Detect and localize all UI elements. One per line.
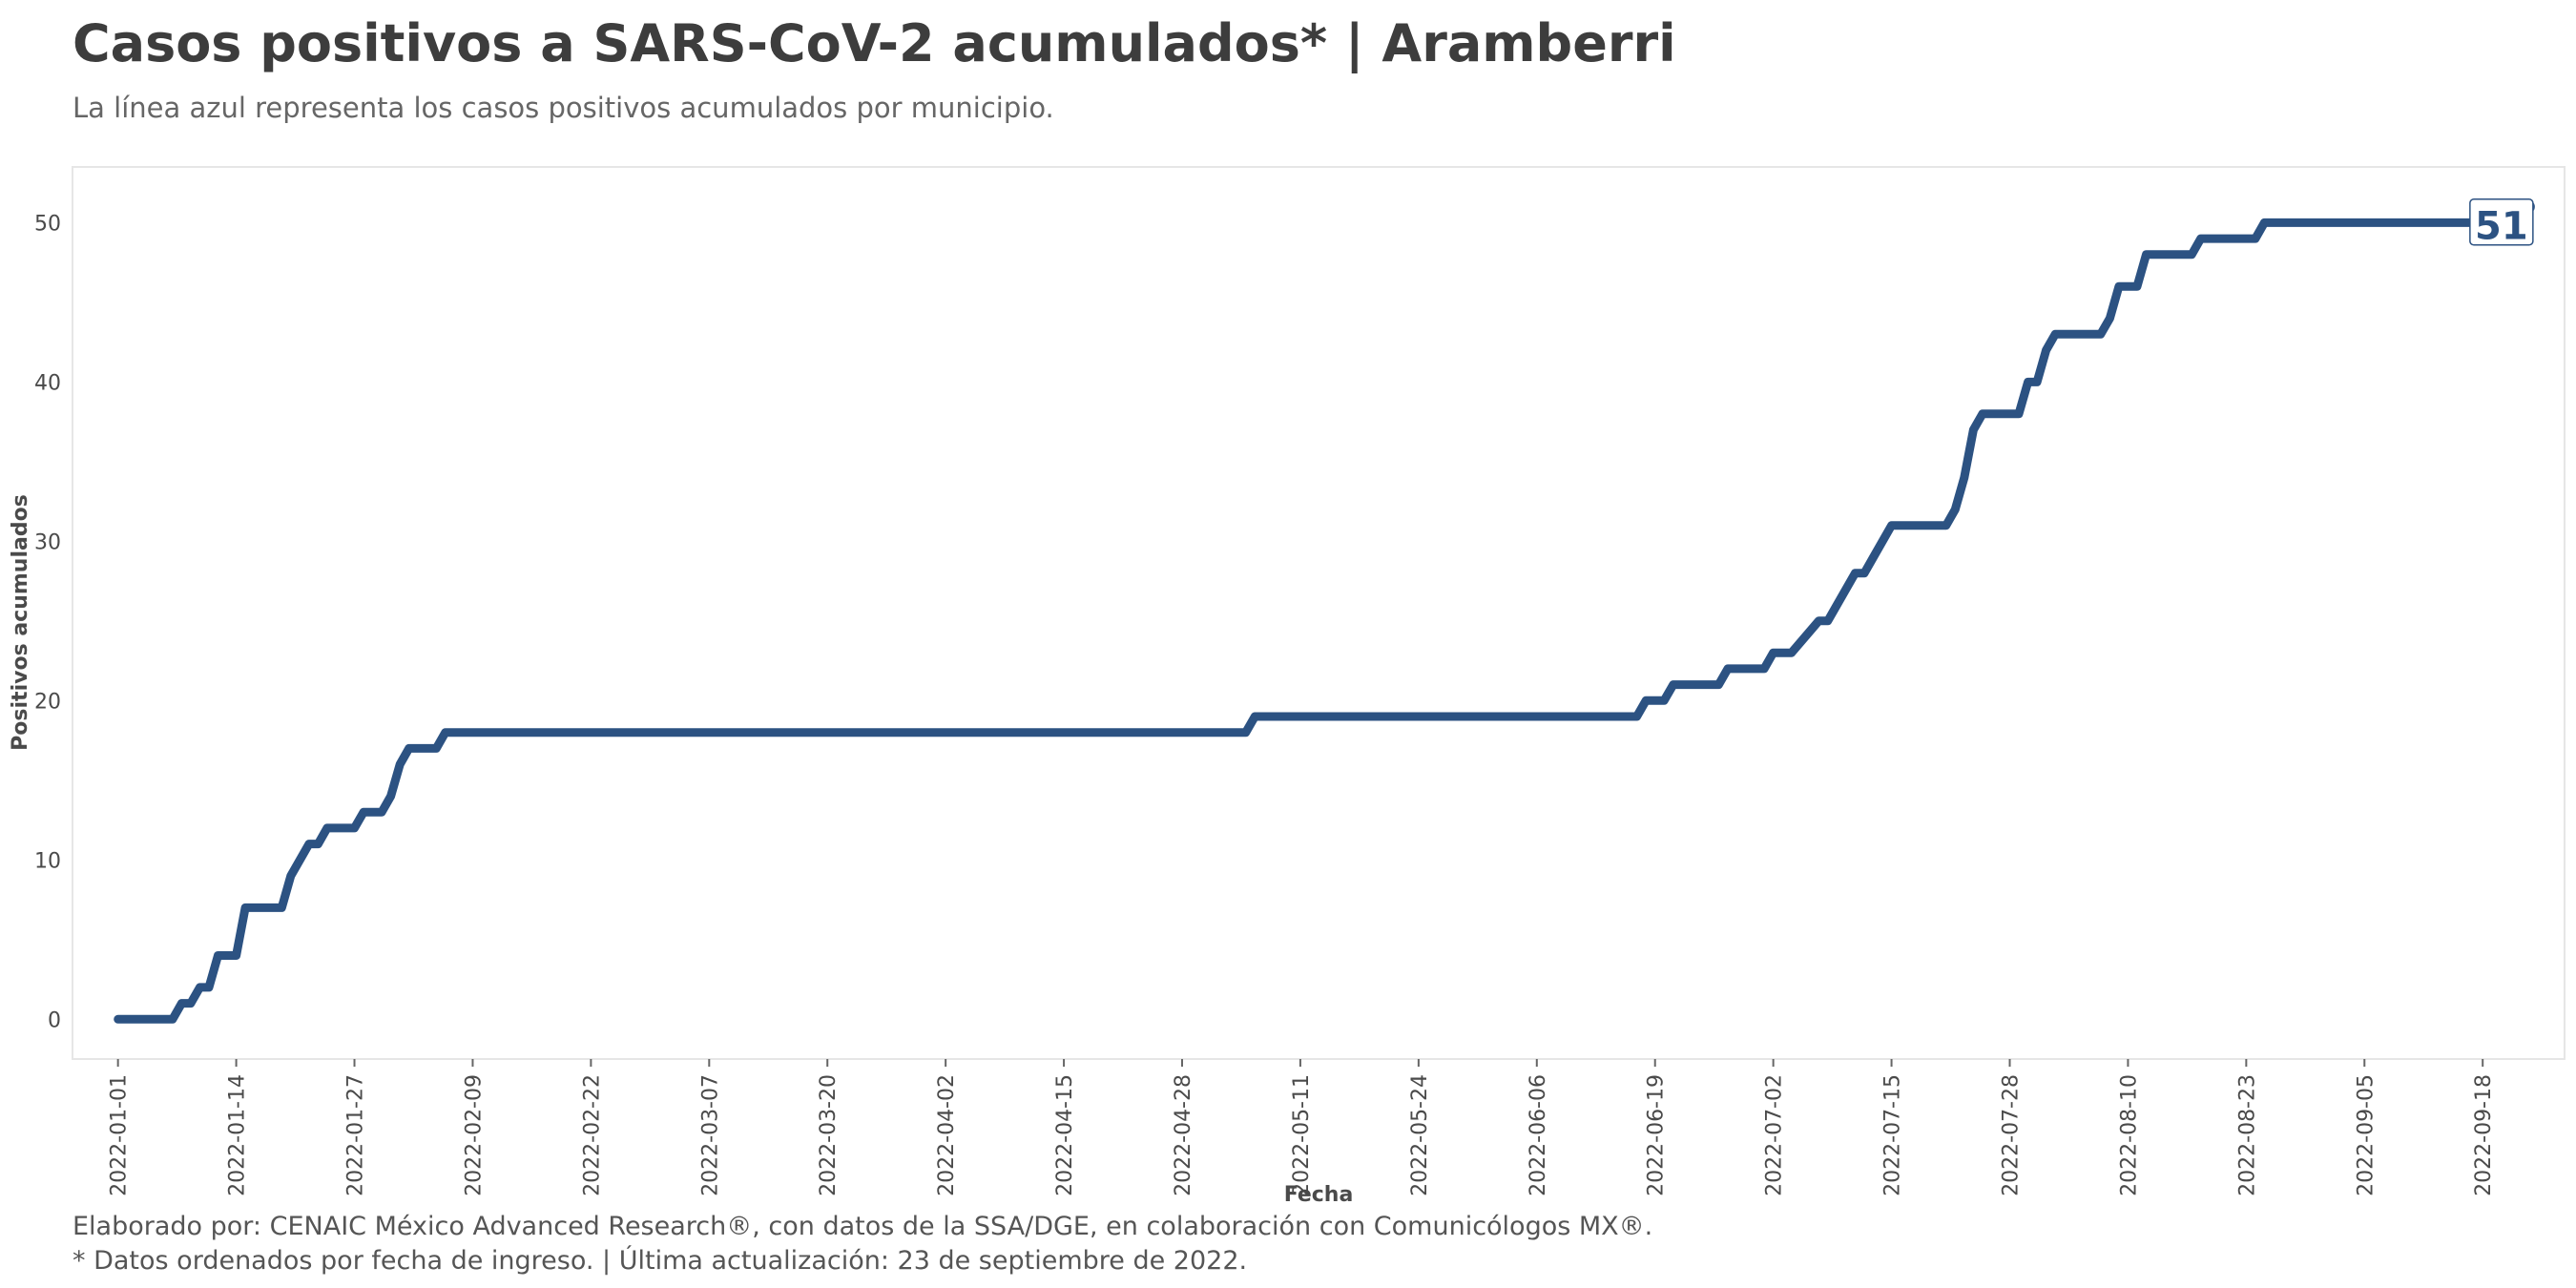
y-tick-label: 10 — [34, 849, 61, 873]
x-tick-label: 2022-07-02 — [1763, 1074, 1787, 1196]
end-value-label-box — [2469, 197, 2534, 246]
x-tick-label: 2022-04-28 — [1172, 1074, 1195, 1196]
y-tick-label: 30 — [34, 530, 61, 554]
x-tick-label: 2022-04-02 — [935, 1074, 959, 1196]
x-tick-label: 2022-01-14 — [226, 1074, 250, 1196]
caption-note: * Datos ordenados por fecha de ingreso. … — [73, 1246, 1248, 1276]
x-tick-label: 2022-02-09 — [462, 1074, 486, 1196]
x-tick-label: 2022-03-20 — [817, 1074, 841, 1196]
caption-source: Elaborado por: CENAIC México Advanced Re… — [73, 1212, 1653, 1241]
y-tick-label: 20 — [34, 690, 61, 714]
x-tick-label: 2022-08-23 — [2235, 1074, 2259, 1196]
x-tick-label: 2022-05-11 — [1290, 1074, 1314, 1196]
x-tick-label: 2022-09-18 — [2472, 1074, 2496, 1196]
chart-subtitle: La línea azul representa los casos posit… — [73, 92, 1054, 124]
series-line — [114, 202, 2533, 1024]
end-value-label: 51 — [2475, 205, 2528, 249]
x-tick-label: 2022-01-01 — [108, 1074, 132, 1196]
y-axis-title: Positivos acumulados — [9, 494, 32, 751]
x-tick-label: 2022-03-07 — [698, 1074, 722, 1196]
x-tick-label: 2022-05-24 — [1408, 1074, 1432, 1196]
x-axis-title: Fecha — [1284, 1183, 1354, 1202]
y-tick-label: 0 — [48, 1008, 61, 1032]
plot-panel-border — [72, 166, 2566, 1060]
x-tick-label: 2022-08-10 — [2117, 1074, 2141, 1196]
x-tick-label: 2022-07-15 — [1881, 1074, 1905, 1196]
chart-caption: Elaborado por: CENAIC México Advanced Re… — [73, 1210, 1652, 1278]
chart-title: Casos positivos a SARS-CoV-2 acumulados*… — [73, 13, 1676, 73]
x-tick-label: 2022-09-05 — [2354, 1074, 2378, 1196]
x-tick-label: 2022-06-06 — [1527, 1074, 1550, 1196]
x-tick-label: 2022-06-19 — [1645, 1074, 1669, 1196]
y-tick-label: 40 — [34, 371, 61, 395]
x-tick-label: 2022-01-27 — [344, 1074, 368, 1196]
x-axis-ticks: 2022-01-01 2022-01-14 2022-01-27 2022-02-09… — [108, 1059, 2496, 1196]
x-tick-label: 2022-07-28 — [1999, 1074, 2023, 1196]
y-axis-ticks: 0 10 20 30 40 50 — [34, 212, 61, 1032]
x-tick-label: 2022-02-22 — [580, 1074, 604, 1196]
x-tick-label: 2022-04-15 — [1053, 1074, 1077, 1196]
y-tick-label: 50 — [34, 212, 61, 236]
